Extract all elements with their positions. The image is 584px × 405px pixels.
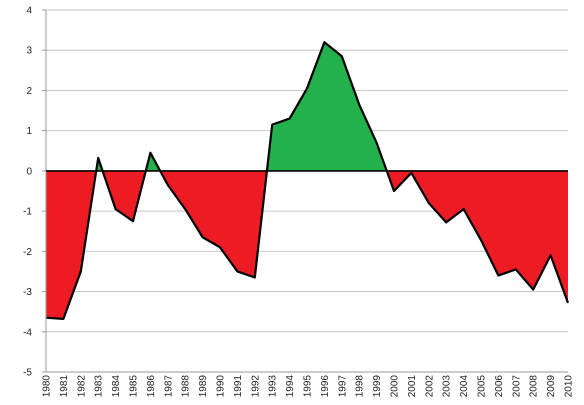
x-tick-label: 1994 <box>285 375 296 398</box>
x-tick-label: 2007 <box>511 375 522 398</box>
y-tick-label: 2 <box>26 86 32 97</box>
axes <box>42 9 568 373</box>
x-tick-label: 2005 <box>477 375 488 398</box>
y-tick-label: -3 <box>23 287 32 298</box>
negative-area <box>102 170 146 222</box>
x-tick-label: 1998 <box>355 375 366 398</box>
x-tick-label: 2006 <box>494 375 505 398</box>
x-tick-label: 2001 <box>407 375 418 398</box>
x-tick-label: 1984 <box>111 375 122 398</box>
x-tick-label: 1986 <box>146 375 157 398</box>
x-tick-label: 1981 <box>59 375 70 398</box>
x-tick-label: 1990 <box>216 375 227 398</box>
x-tick-label: 2008 <box>529 375 540 398</box>
x-tick-label: 2000 <box>390 375 401 398</box>
series-line-group <box>45 41 570 321</box>
x-tick-label: 1983 <box>94 375 105 398</box>
y-tick-label: -2 <box>23 247 32 258</box>
y-tick-label: -1 <box>23 207 32 218</box>
y-tick-label: 4 <box>26 6 32 17</box>
x-tick-labels: 1980 1981 1982 1983 1984 1985 1986 1987 1988 1989… <box>42 375 575 398</box>
x-tick-label: 1991 <box>233 375 244 398</box>
x-tick-label: 1988 <box>181 375 192 398</box>
x-tick-label: 1989 <box>198 375 209 398</box>
x-tick-label: 2002 <box>424 375 435 398</box>
x-tick-label: 1995 <box>303 375 314 398</box>
x-tick-label: 1999 <box>372 375 383 398</box>
x-tick-label: 1982 <box>76 375 87 398</box>
x-tick-label: 2010 <box>564 375 575 398</box>
y-tick-label: 1 <box>26 126 32 137</box>
x-tick-label: 1987 <box>163 375 174 398</box>
x-tick-label: 1997 <box>337 375 348 398</box>
x-tick-label: 1980 <box>42 375 53 398</box>
y-tick-label: -5 <box>23 368 32 379</box>
area-fills <box>46 42 568 319</box>
positive-area <box>266 42 387 171</box>
x-tick-label: 1996 <box>320 375 331 398</box>
negative-area <box>160 170 267 278</box>
x-tick-label: 2004 <box>459 375 470 398</box>
y-tick-labels: 4 3 2 1 0 -1 -2 -3 -4 -5 <box>23 6 32 379</box>
x-tick-label: 1993 <box>268 375 279 398</box>
x-tick-label: 1985 <box>129 375 140 398</box>
series-line <box>45 41 570 321</box>
x-tick-label: 1992 <box>250 375 261 398</box>
x-tick-label: 2003 <box>442 375 453 398</box>
negative-area <box>386 170 568 303</box>
y-tick-label: 3 <box>26 46 32 57</box>
negative-area <box>46 170 97 319</box>
y-tick-label: -4 <box>23 327 32 338</box>
y-tick-label: 0 <box>26 166 32 177</box>
x-tick-label: 2009 <box>546 375 557 398</box>
